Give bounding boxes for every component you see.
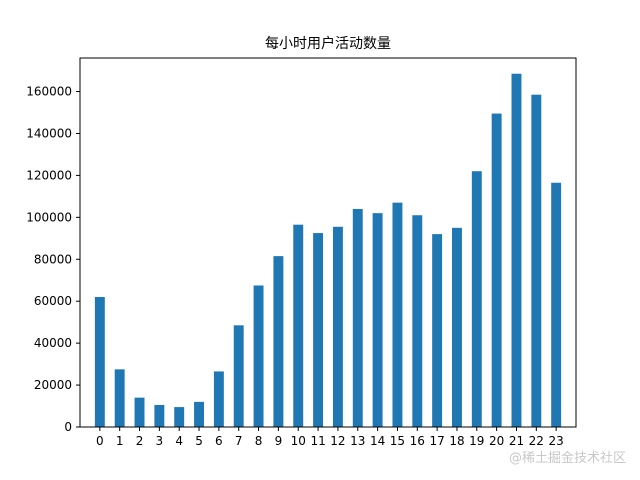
bar-hour-23: [551, 182, 562, 427]
x-tick-label: 12: [330, 434, 345, 448]
y-tick-label: 140000: [26, 126, 72, 140]
x-tick-label: 7: [235, 434, 243, 448]
bar-hour-7: [233, 325, 244, 427]
bar-hour-6: [213, 371, 224, 427]
x-tick-label: 11: [310, 434, 325, 448]
x-tick-label: 9: [275, 434, 283, 448]
y-axis: 0 20000 40000 60000 80000 100000 120000 140000 1…: [26, 85, 80, 434]
bar-hour-11: [313, 233, 324, 427]
x-tick-label: 13: [350, 434, 365, 448]
x-tick-label: 22: [529, 434, 544, 448]
x-tick-label: 17: [429, 434, 444, 448]
bar-hour-19: [471, 171, 482, 427]
chart-title: 每小时用户活动数量: [265, 35, 391, 52]
x-tick-label: 3: [156, 434, 164, 448]
y-tick-label: 60000: [34, 294, 72, 308]
x-tick-label: 2: [136, 434, 144, 448]
bar-hour-4: [174, 407, 185, 427]
bar-hour-20: [491, 113, 502, 427]
bar-hour-21: [511, 73, 522, 428]
bar-hour-12: [332, 226, 343, 427]
x-tick-label: 6: [215, 434, 223, 448]
y-tick-label: 160000: [26, 85, 72, 99]
bar-hour-22: [531, 94, 542, 427]
bar-hour-18: [452, 227, 462, 427]
x-axis: 0 1 2 3 4 5 6 7 8 9 10 11 12 13 14 15 16 17 18 19 20 21 22 23: [96, 427, 564, 448]
bar-hour-15: [392, 202, 403, 427]
x-tick-label: 23: [549, 434, 564, 448]
x-tick-label: 15: [390, 434, 405, 448]
x-tick-label: 21: [509, 434, 524, 448]
bar-hour-1: [114, 369, 125, 427]
x-tick-label: 4: [175, 434, 183, 448]
bar-hour-10: [293, 224, 304, 427]
x-tick-label: 16: [410, 434, 425, 448]
bar-hour-0: [94, 297, 105, 427]
x-tick-label: 19: [469, 434, 484, 448]
watermark: @稀土掘金技术社区: [508, 451, 626, 466]
x-tick-label: 5: [195, 434, 203, 448]
plot-frame: [79, 57, 577, 428]
y-tick-label: 0: [64, 420, 72, 434]
bar-hour-5: [194, 401, 204, 427]
bar-hour-9: [273, 256, 284, 427]
bar-hour-2: [134, 397, 145, 427]
x-tick-label: 10: [291, 434, 306, 448]
x-tick-label: 14: [370, 434, 385, 448]
y-tick-label: 100000: [26, 210, 72, 224]
x-tick-label: 18: [449, 434, 464, 448]
bar-hour-13: [352, 208, 363, 427]
bar-hour-17: [432, 234, 443, 427]
bars-group: [94, 73, 562, 428]
y-tick-label: 120000: [26, 168, 72, 182]
x-tick-label: 20: [489, 434, 504, 448]
x-tick-label: 1: [116, 434, 124, 448]
bar-hour-8: [253, 285, 264, 427]
bar-hour-3: [154, 404, 165, 427]
y-tick-label: 80000: [34, 252, 72, 266]
y-tick-label: 20000: [34, 378, 72, 392]
bar-hour-14: [372, 213, 383, 427]
bar-hour-16: [412, 215, 423, 427]
y-tick-label: 40000: [34, 336, 72, 350]
x-tick-label: 0: [96, 434, 104, 448]
x-tick-label: 8: [255, 434, 263, 448]
